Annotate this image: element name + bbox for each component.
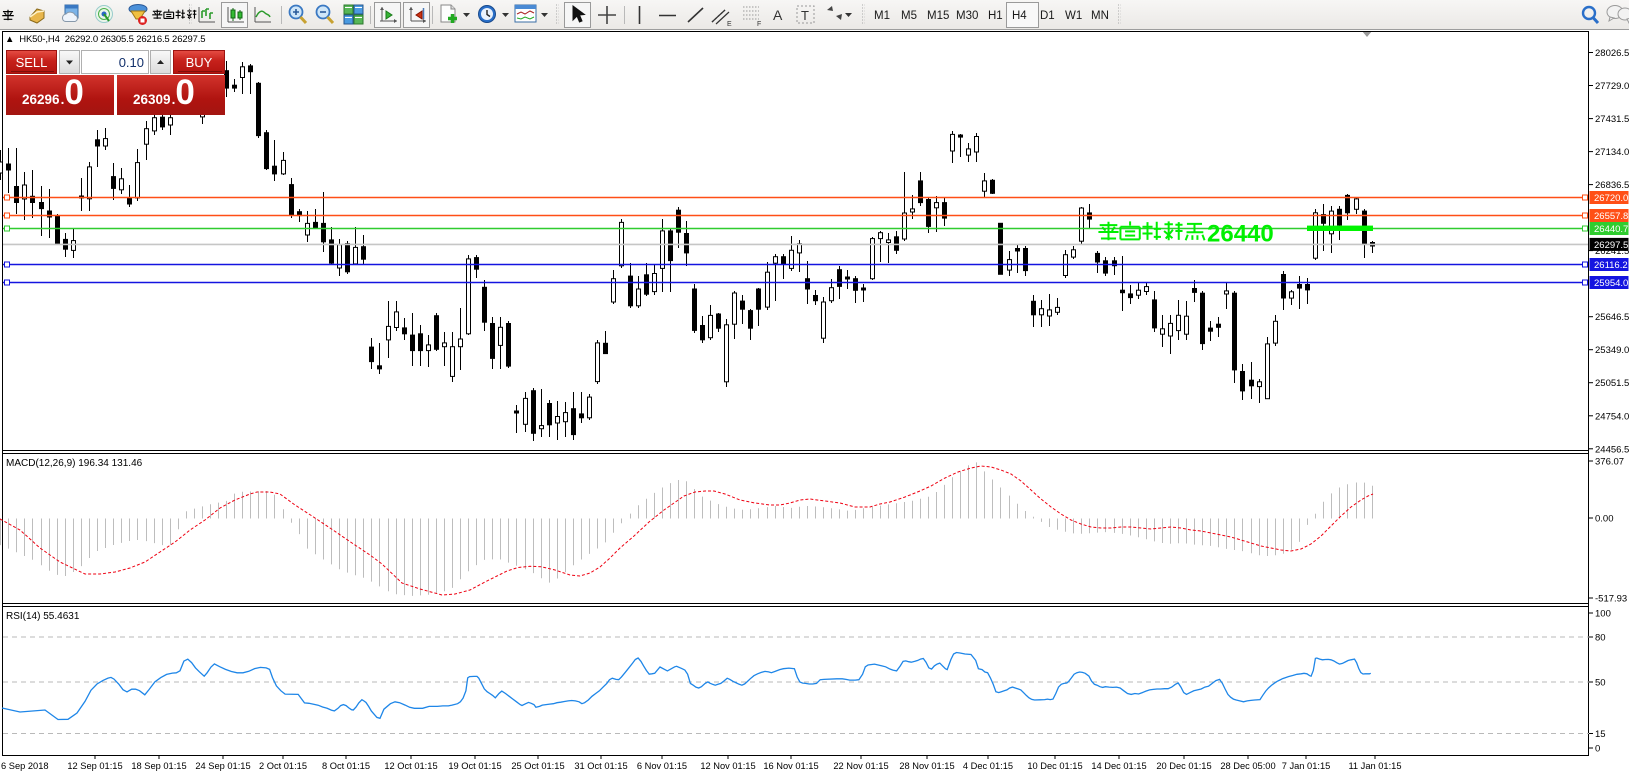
svg-text:22 Nov 01:15: 22 Nov 01:15 — [833, 761, 888, 771]
svg-text:RSI(14) 55.4631: RSI(14) 55.4631 — [6, 611, 80, 622]
svg-text:4 Dec 01:15: 4 Dec 01:15 — [963, 761, 1013, 771]
svg-text:6 Sep 2018: 6 Sep 2018 — [1, 761, 49, 771]
svg-text:0.00: 0.00 — [1595, 514, 1614, 525]
svg-text:T: T — [801, 8, 809, 23]
svg-text:7 Jan 01:15: 7 Jan 01:15 — [1282, 761, 1331, 771]
svg-text:26241.5: 26241.5 — [1595, 246, 1629, 257]
svg-text:A: A — [773, 7, 783, 23]
svg-text:D1: D1 — [1040, 10, 1055, 22]
svg-text:E: E — [727, 21, 732, 28]
svg-text:25 Oct 01:15: 25 Oct 01:15 — [511, 761, 564, 771]
svg-text:26116.2: 26116.2 — [1594, 260, 1628, 271]
svg-text:26440.7: 26440.7 — [1594, 224, 1628, 235]
svg-text:-517.93: -517.93 — [1595, 594, 1627, 605]
svg-text:M30: M30 — [956, 10, 978, 22]
svg-text:24754.0: 24754.0 — [1595, 411, 1629, 422]
svg-text:14 Dec 01:15: 14 Dec 01:15 — [1091, 761, 1146, 771]
svg-text:MACD(12,26,9) 196.34 131.46: MACD(12,26,9) 196.34 131.46 — [6, 458, 143, 469]
svg-text:28026.5: 28026.5 — [1595, 48, 1629, 59]
svg-text:16 Nov 01:15: 16 Nov 01:15 — [763, 761, 818, 771]
svg-text:26720.0: 26720.0 — [1594, 193, 1628, 204]
svg-text:27431.5: 27431.5 — [1595, 114, 1629, 125]
svg-text:2 Oct 01:15: 2 Oct 01:15 — [259, 761, 307, 771]
svg-text:25051.5: 25051.5 — [1595, 378, 1629, 389]
svg-text:W1: W1 — [1065, 10, 1082, 22]
svg-text:25646.5: 25646.5 — [1595, 312, 1629, 323]
svg-text:8 Oct 01:15: 8 Oct 01:15 — [322, 761, 370, 771]
svg-text:19 Oct 01:15: 19 Oct 01:15 — [448, 761, 501, 771]
svg-text:M5: M5 — [901, 10, 917, 22]
svg-text:H1: H1 — [988, 10, 1003, 22]
svg-text:24456.5: 24456.5 — [1595, 444, 1629, 455]
svg-text:12 Oct 01:15: 12 Oct 01:15 — [384, 761, 437, 771]
svg-text:24 Sep 01:15: 24 Sep 01:15 — [195, 761, 250, 771]
svg-text:26440: 26440 — [1207, 221, 1274, 248]
svg-text:26557.8: 26557.8 — [1594, 211, 1628, 222]
svg-text:27134.0: 27134.0 — [1595, 147, 1629, 158]
svg-text:M1: M1 — [874, 10, 890, 22]
svg-text:80: 80 — [1595, 633, 1606, 644]
svg-text:MN: MN — [1091, 10, 1109, 22]
svg-text:F: F — [757, 21, 761, 28]
svg-text:H4: H4 — [1012, 10, 1027, 22]
svg-text:20 Dec 01:15: 20 Dec 01:15 — [1156, 761, 1211, 771]
svg-text:25954.0: 25954.0 — [1594, 278, 1628, 289]
svg-text:6 Nov 01:15: 6 Nov 01:15 — [637, 761, 687, 771]
svg-text:31 Oct 01:15: 31 Oct 01:15 — [574, 761, 627, 771]
svg-text:26836.5: 26836.5 — [1595, 180, 1629, 191]
svg-text:25349.0: 25349.0 — [1595, 345, 1629, 356]
svg-text:28 Nov 01:15: 28 Nov 01:15 — [899, 761, 954, 771]
svg-text:18 Sep 01:15: 18 Sep 01:15 — [131, 761, 186, 771]
svg-text:10 Dec 01:15: 10 Dec 01:15 — [1027, 761, 1082, 771]
svg-text:15: 15 — [1595, 729, 1606, 740]
svg-text:12 Nov 01:15: 12 Nov 01:15 — [700, 761, 755, 771]
svg-text:50: 50 — [1595, 678, 1606, 689]
svg-text:11 Jan 01:15: 11 Jan 01:15 — [1348, 761, 1401, 771]
svg-text:0: 0 — [1595, 744, 1600, 755]
svg-text:100: 100 — [1595, 609, 1611, 620]
svg-text:376.07: 376.07 — [1595, 457, 1624, 468]
svg-text:12 Sep 01:15: 12 Sep 01:15 — [67, 761, 122, 771]
svg-text:26297.5: 26297.5 — [1594, 240, 1628, 251]
svg-text:M15: M15 — [927, 10, 949, 22]
svg-text:27729.0: 27729.0 — [1595, 81, 1629, 92]
svg-text:28 Dec 05:00: 28 Dec 05:00 — [1220, 761, 1275, 771]
